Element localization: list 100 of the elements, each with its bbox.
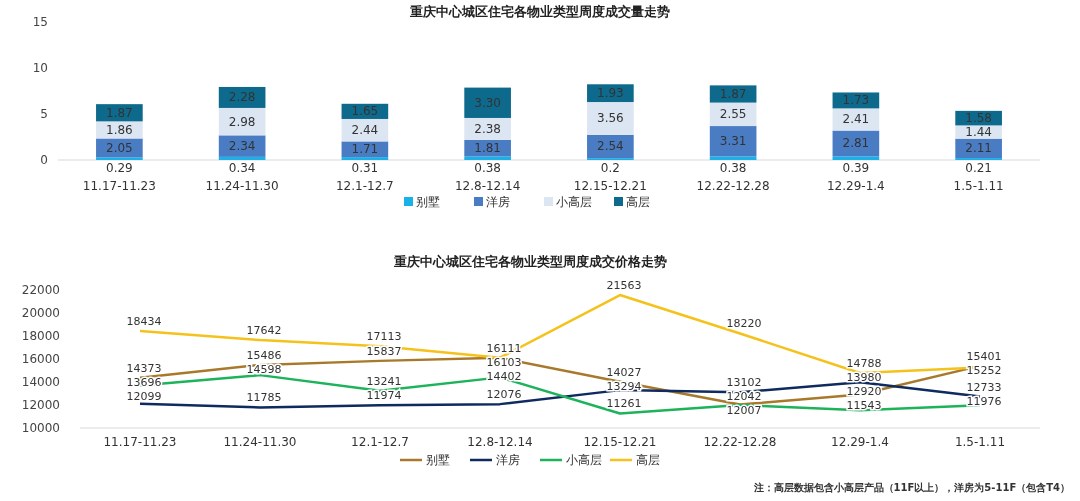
bar [709, 85, 757, 103]
x-tick-label: 1.5-1.11 [954, 435, 1006, 449]
y-tick-label: 15 [32, 15, 48, 29]
bar [955, 125, 1002, 139]
x-tick-label: 12.29-1.4 [826, 179, 885, 193]
data-label: 11974 [366, 389, 402, 403]
data-label: 0.38 [474, 161, 501, 175]
data-label: 0.31 [351, 161, 379, 175]
legend-label: 洋房 [496, 453, 520, 467]
bar [587, 102, 634, 135]
data-label: 1.65 [351, 104, 379, 119]
data-label: 17113 [366, 330, 402, 344]
data-label: 12733 [966, 380, 1002, 394]
data-label: 12076 [486, 388, 522, 402]
data-label: 12099 [126, 389, 162, 403]
data-label: 0.2 [600, 161, 620, 175]
y-tick-label: 10 [32, 61, 48, 75]
data-label: 0.34 [228, 161, 256, 175]
data-label: 2.05 [106, 140, 133, 155]
data-label: 2.34 [228, 139, 256, 154]
x-tick-label: 12.8-12.14 [467, 435, 533, 449]
x-tick-label: 12.15-12.21 [573, 179, 647, 193]
data-label: 12007 [726, 404, 762, 418]
data-label: 11785 [246, 391, 282, 405]
data-label: 12042 [726, 390, 762, 404]
data-label: 15486 [246, 348, 282, 362]
data-label: 2.54 [597, 139, 624, 154]
y-tick-label: 10000 [21, 421, 60, 435]
data-label: 18220 [726, 317, 762, 331]
x-tick-label: 12.8-12.14 [454, 179, 521, 193]
x-tick-label: 12.1-12.7 [351, 435, 409, 449]
data-label: 13102 [726, 376, 762, 390]
data-label: 3.30 [474, 95, 501, 110]
chart-title: 重庆中心城区住宅各物业类型周度成交量走势 [409, 4, 670, 19]
data-label: 15837 [366, 344, 402, 358]
x-tick-label: 11.24-11.30 [205, 179, 279, 193]
text: 注：高层数据包含小高层产品（11F以上），洋房为5-11F（包含T4） [752, 482, 1070, 493]
data-label: 2.41 [842, 112, 870, 127]
data-label: 0.39 [842, 161, 870, 175]
bar [96, 157, 143, 160]
data-label: 0.21 [965, 161, 992, 175]
legend-label: 洋房 [486, 195, 510, 209]
y-tick-label: 22000 [21, 283, 60, 297]
data-label: 2.55 [719, 107, 747, 122]
bar [218, 156, 266, 160]
data-label: 13241 [366, 374, 402, 388]
legend-label: 别墅 [426, 453, 450, 467]
x-tick-label: 1.5-1.11 [953, 179, 1004, 193]
data-label: 13980 [846, 370, 882, 384]
x-tick-label: 12.1-12.7 [335, 179, 394, 193]
bar [832, 108, 880, 131]
data-label: 14788 [846, 356, 882, 370]
y-tick-label: 20000 [21, 306, 60, 320]
data-label: 14027 [606, 365, 642, 379]
x-tick-label: 12.22-12.28 [703, 435, 777, 449]
data-label: 1.44 [965, 125, 992, 140]
bar [709, 126, 757, 157]
data-label: 2.28 [228, 90, 256, 105]
data-label: 1.81 [474, 141, 501, 156]
bar [464, 87, 511, 118]
chart-title: 重庆中心城区住宅各物业类型周度成交价格走势 [392, 254, 667, 269]
bar [832, 156, 880, 160]
data-label: 3.31 [719, 134, 747, 149]
data-label: 2.38 [474, 121, 501, 136]
data-label: 1.86 [106, 122, 133, 137]
data-label: 18434 [126, 315, 162, 329]
data-label: 1.73 [842, 93, 870, 108]
y-tick-label: 14000 [21, 375, 60, 389]
data-label: 14598 [246, 362, 282, 376]
legend-label: 小高层 [566, 453, 602, 467]
legend-label: 高层 [636, 453, 660, 467]
data-label: 14373 [126, 361, 162, 375]
data-label: 1.87 [719, 86, 747, 101]
data-label: 2.11 [965, 141, 992, 156]
legend-label: 高层 [626, 195, 650, 209]
data-label: 15401 [966, 349, 1002, 363]
bar [341, 157, 389, 160]
y-tick-label: 12000 [21, 398, 60, 412]
data-label: 11976 [966, 394, 1002, 408]
x-tick-label: 12.29-1.4 [831, 435, 889, 449]
data-label: 3.56 [597, 111, 624, 126]
y-tick-label: 18000 [21, 329, 60, 343]
legend-label: 小高层 [556, 195, 592, 209]
data-label: 17642 [246, 324, 282, 338]
data-label: 1.71 [351, 142, 379, 157]
x-tick-label: 11.17-11.23 [103, 435, 177, 449]
data-label: 1.87 [106, 105, 133, 120]
data-label: 0.38 [719, 161, 747, 175]
y-tick-label: 5 [40, 107, 48, 121]
x-tick-label: 11.17-11.23 [82, 179, 156, 193]
data-label: 11261 [606, 397, 642, 411]
data-label: 2.44 [351, 123, 379, 138]
data-label: 0.29 [106, 161, 133, 175]
data-label: 16103 [486, 355, 522, 369]
x-tick-label: 11.24-11.30 [223, 435, 297, 449]
data-label: 1.58 [965, 111, 992, 126]
data-label: 2.98 [228, 114, 256, 129]
x-tick-label: 12.15-12.21 [583, 435, 657, 449]
data-label: 21563 [606, 279, 642, 293]
y-tick-label: 0 [40, 153, 48, 167]
